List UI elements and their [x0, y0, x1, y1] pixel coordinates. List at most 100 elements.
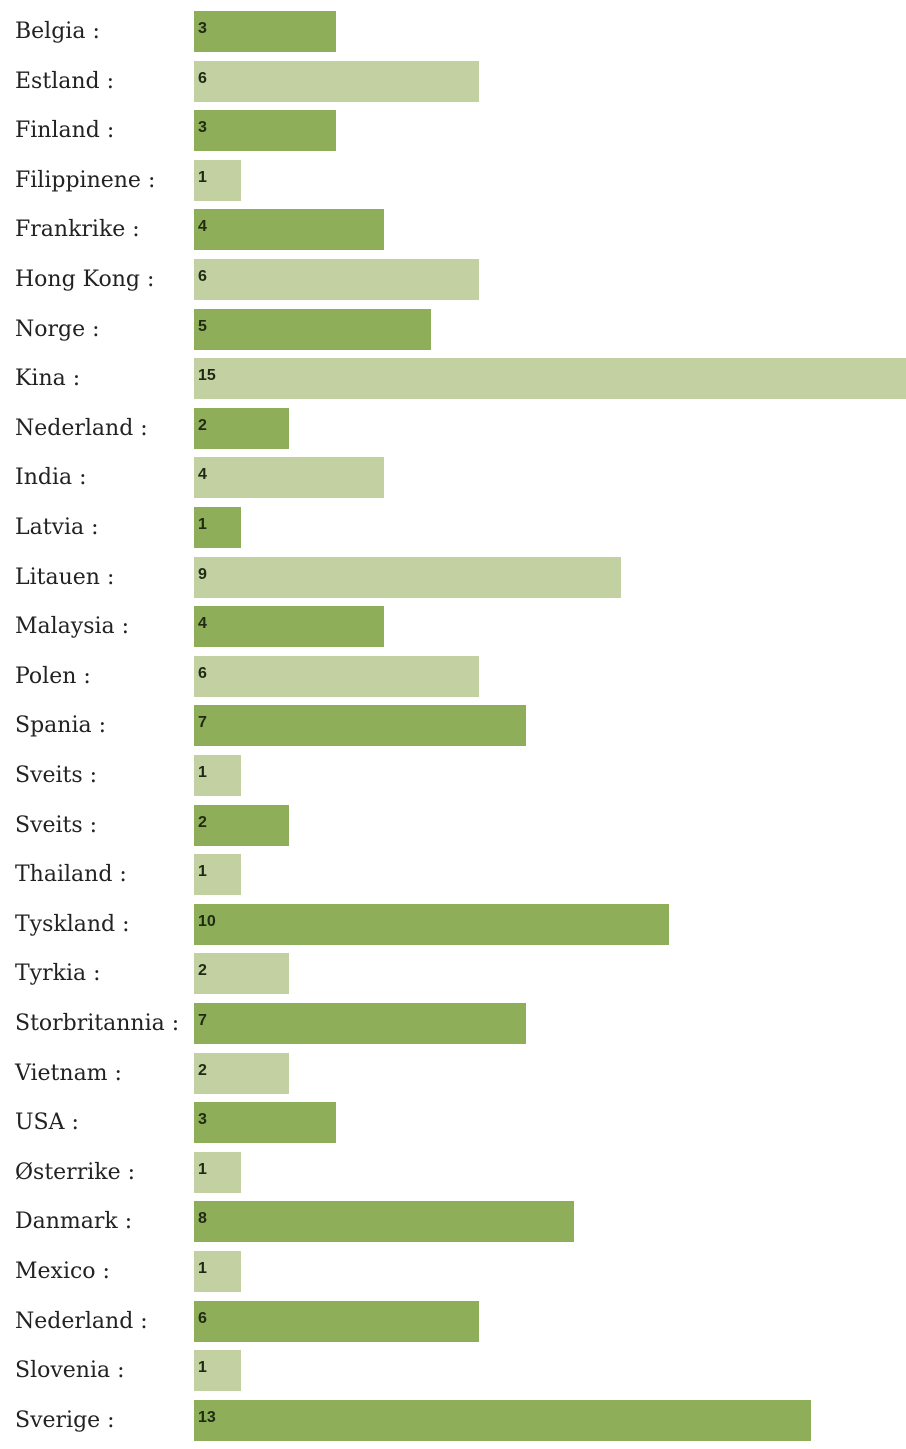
category-label: Filippinene : — [15, 167, 156, 193]
bar — [194, 1399, 812, 1441]
bar-row: Storbritannia : 7 — [0, 1003, 906, 1053]
bar-row: Sveits : 2 — [0, 804, 906, 855]
bar-row: Slovenia : 1 — [0, 1350, 906, 1400]
bar-row: USA : 3 — [0, 1102, 906, 1152]
data-label: 4 — [198, 218, 207, 236]
data-label: 1 — [198, 1160, 207, 1178]
bar — [194, 606, 384, 648]
bar — [194, 1251, 242, 1292]
bar — [194, 11, 337, 52]
bar-row: Nederland : 2 — [0, 407, 906, 458]
bar-row: Polen : 6 — [0, 655, 906, 706]
data-label: 6 — [198, 1309, 207, 1327]
bar — [194, 1102, 337, 1144]
bar — [194, 1052, 289, 1094]
category-label: Spania : — [15, 713, 106, 739]
bar — [194, 457, 384, 499]
bar-row: Sverige : 13 — [0, 1399, 906, 1449]
category-label: Vietnam : — [15, 1060, 122, 1086]
bar — [194, 655, 479, 697]
category-label: Mexico : — [15, 1259, 110, 1284]
bar — [194, 358, 906, 400]
data-label: 8 — [198, 1210, 207, 1228]
bar-row: Estland : 6 — [0, 60, 906, 111]
bar-row: Malaysia : 4 — [0, 606, 906, 656]
bar-row: Tyrkia : 2 — [0, 953, 906, 1003]
bar-row: Østerrike : 1 — [0, 1151, 906, 1202]
category-label: Frankrike : — [15, 217, 140, 243]
data-label: 13 — [198, 1408, 216, 1426]
category-label: India : — [15, 465, 87, 491]
data-label: 4 — [198, 615, 207, 633]
bar — [194, 705, 527, 747]
bar-row: Litauen : 9 — [0, 556, 906, 607]
data-label: 15 — [198, 367, 216, 385]
bar — [194, 755, 242, 796]
category-label: Tyskland : — [15, 911, 130, 937]
category-label: Litauen : — [15, 564, 115, 590]
bar — [194, 1003, 527, 1044]
category-label: Latvia : — [15, 515, 99, 540]
category-label: Sveits : — [15, 763, 98, 788]
bar — [194, 556, 622, 598]
bar-row: Vietnam : 2 — [0, 1052, 906, 1103]
bar-row: Finland : 3 — [0, 110, 906, 160]
bar — [194, 308, 432, 350]
category-label: Storbritannia : — [15, 1011, 180, 1036]
bar — [194, 259, 479, 300]
category-label: Hong Kong : — [15, 267, 155, 292]
data-label: 2 — [198, 962, 207, 980]
bar — [194, 1201, 574, 1243]
category-label: Malaysia : — [15, 614, 130, 640]
category-label: Sveits : — [15, 812, 98, 838]
category-label: Finland : — [15, 118, 115, 144]
category-label: Belgia : — [15, 19, 100, 44]
category-label: Danmark : — [15, 1209, 133, 1235]
category-label: Østerrike : — [15, 1159, 136, 1185]
data-label: 6 — [198, 268, 207, 285]
bar-row: Norge : 5 — [0, 308, 906, 359]
bar — [194, 1151, 242, 1193]
data-label: 3 — [198, 119, 207, 137]
data-label: 7 — [198, 714, 207, 732]
data-label: 2 — [198, 1061, 207, 1079]
data-label: 1 — [198, 168, 207, 186]
category-label: Estland : — [15, 68, 114, 94]
bar-row: Frankrike : 4 — [0, 209, 906, 259]
bar-row: Hong Kong : 6 — [0, 259, 906, 309]
data-label: 3 — [198, 20, 207, 37]
data-label: 2 — [198, 813, 207, 831]
bar-row: Latvia : 1 — [0, 507, 906, 557]
category-label: Tyrkia : — [15, 961, 101, 987]
category-label: USA : — [15, 1110, 79, 1136]
data-label: 2 — [198, 416, 207, 434]
category-label: Thailand : — [15, 862, 127, 888]
bar-row: Tyskland : 10 — [0, 903, 906, 954]
data-label: 1 — [198, 863, 207, 881]
bar-row: Spania : 7 — [0, 705, 906, 755]
category-label: Slovenia : — [15, 1358, 125, 1384]
data-label: 3 — [198, 1111, 207, 1129]
data-label: 1 — [198, 1359, 207, 1377]
data-label: 6 — [198, 69, 207, 87]
bar — [194, 507, 242, 548]
bar-row: Danmark : 8 — [0, 1201, 906, 1251]
category-label: Nederland : — [15, 1308, 148, 1334]
data-label: 1 — [198, 764, 207, 781]
category-label: Sverige : — [15, 1407, 115, 1433]
bar — [194, 953, 289, 995]
bar — [194, 159, 242, 201]
bar-row: Nederland : 6 — [0, 1300, 906, 1351]
data-label: 5 — [198, 317, 207, 335]
data-label: 7 — [198, 1012, 207, 1029]
bar-row: Belgia : 3 — [0, 11, 906, 61]
bar-row: Mexico : 1 — [0, 1251, 906, 1301]
data-label: 6 — [198, 664, 207, 682]
bar-row: India : 4 — [0, 457, 906, 507]
bar — [194, 804, 289, 846]
bar-row: Sveits : 1 — [0, 755, 906, 805]
bar — [194, 209, 384, 251]
data-label: 10 — [198, 912, 216, 930]
data-label: 9 — [198, 565, 207, 583]
